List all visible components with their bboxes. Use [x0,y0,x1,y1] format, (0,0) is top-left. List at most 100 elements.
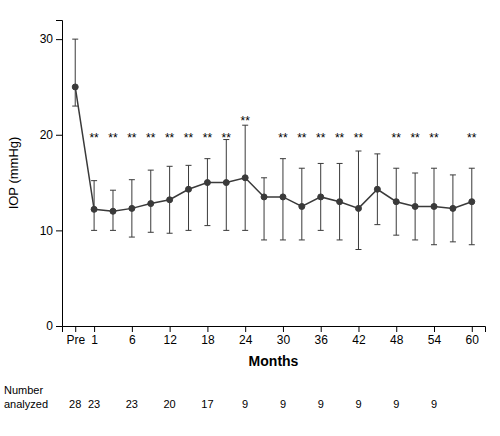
significance-marker: ** [392,131,402,145]
error-bar-cap-lower [280,239,286,240]
error-bar-cap-upper [299,168,305,169]
error-bar-stem [75,39,76,106]
point [431,203,437,209]
y-tick-mark [56,135,62,136]
error-bar-cap-lower [91,230,97,231]
error-bar-cap-lower [148,232,154,233]
y-tick-mark [56,326,62,327]
x-tick-mark [207,326,208,332]
significance-marker: ** [410,131,420,145]
point [261,194,267,200]
number-analyzed-value: 28 [69,398,81,410]
error-bar-cap-lower [72,106,78,107]
significance-marker: ** [203,131,213,145]
error-bar-cap-upper [374,153,380,154]
y-tick-label: 20 [40,128,54,142]
x-tick-mark [283,326,284,332]
point [355,205,361,211]
x-tick-mark [396,326,397,332]
error-bar-cap-upper [450,174,456,175]
x-tick: 18 [201,326,215,347]
y-tick-label: 30 [40,32,54,46]
x-tick: 60 [466,326,480,347]
x-tick-mark [75,326,76,332]
y-tick: 30 [40,32,62,46]
error-bar [223,140,229,231]
error-bar-cap-lower [337,239,343,240]
x-tick-label: 12 [163,333,177,347]
number-analyzed-value: 20 [164,398,176,410]
error-bar-cap-upper [393,168,399,169]
number-analyzed-value: 9 [355,398,361,410]
x-tick: 42 [352,326,366,347]
error-bar-cap-lower [167,233,173,234]
error-bar [204,159,210,226]
x-tick-label: 60 [466,333,480,347]
significance-marker: ** [316,131,326,145]
point [450,205,456,211]
number-analyzed-value: 9 [280,398,286,410]
significance-marker: ** [184,131,194,145]
error-bar-cap-lower [469,244,475,245]
x-tick-mark [132,326,133,332]
error-bar-cap-lower [299,239,305,240]
error-bar [450,175,456,242]
significance-marker: ** [127,131,137,145]
point [186,186,192,192]
point [318,194,324,200]
number-analyzed-label: Numberanalyzed [4,384,48,410]
x-tick: 30 [277,326,291,347]
error-bar [148,170,154,232]
y-tick: 20 [40,128,62,142]
error-bar-cap-lower [318,230,324,231]
y-axis-line [56,21,63,327]
error-bar [280,159,286,240]
point [280,194,286,200]
error-bar [261,178,267,240]
y-tick-label: 0 [46,319,53,333]
error-bar-cap-lower [412,239,418,240]
significance-marker: ** [222,131,232,145]
x-tick-mark [321,326,322,332]
error-bar-cap-upper [204,158,210,159]
error-bar [242,125,248,230]
error-bar-cap-upper [318,163,324,164]
error-bar-cap-upper [337,163,343,164]
point [242,175,248,181]
error-bar [412,173,418,240]
significance-marker: ** [165,131,175,145]
error-bar-stem [358,151,359,249]
x-axis: Pre16121824303642485460 [63,326,486,347]
error-bar-cap-upper [72,39,78,40]
number-analyzed-value: 23 [88,398,100,410]
error-bar [129,180,135,237]
point [374,186,380,192]
number-analyzed-value: 23 [126,398,138,410]
x-tick: 6 [129,326,136,347]
error-bar [431,168,437,245]
error-bar-cap-lower [431,244,437,245]
y-tick-label: 10 [40,224,54,238]
error-bar-cap-upper [167,166,173,167]
significance-marker: ** [429,131,439,145]
error-bar-stem [207,159,208,226]
x-tick-label: 36 [315,333,329,347]
error-bar-cap-upper [469,168,475,169]
x-tick-mark [94,326,95,332]
point [91,206,97,212]
x-tick: 48 [390,326,404,347]
point [167,197,173,203]
error-bar-cap-lower [223,230,229,231]
marks [72,39,475,249]
error-bar-cap-upper [412,173,418,174]
y-axis-title: IOP (mmHg) [6,137,21,210]
x-tick: 24 [239,326,253,347]
error-bar [355,151,361,249]
error-bar-cap-upper [110,190,116,191]
number-analyzed-value: 9 [431,398,437,410]
significance-marker: ** [467,131,477,145]
error-bar-cap-lower [374,224,380,225]
error-bar-cap-lower [355,249,361,250]
error-bar [186,165,192,230]
x-tick-mark [170,326,171,332]
